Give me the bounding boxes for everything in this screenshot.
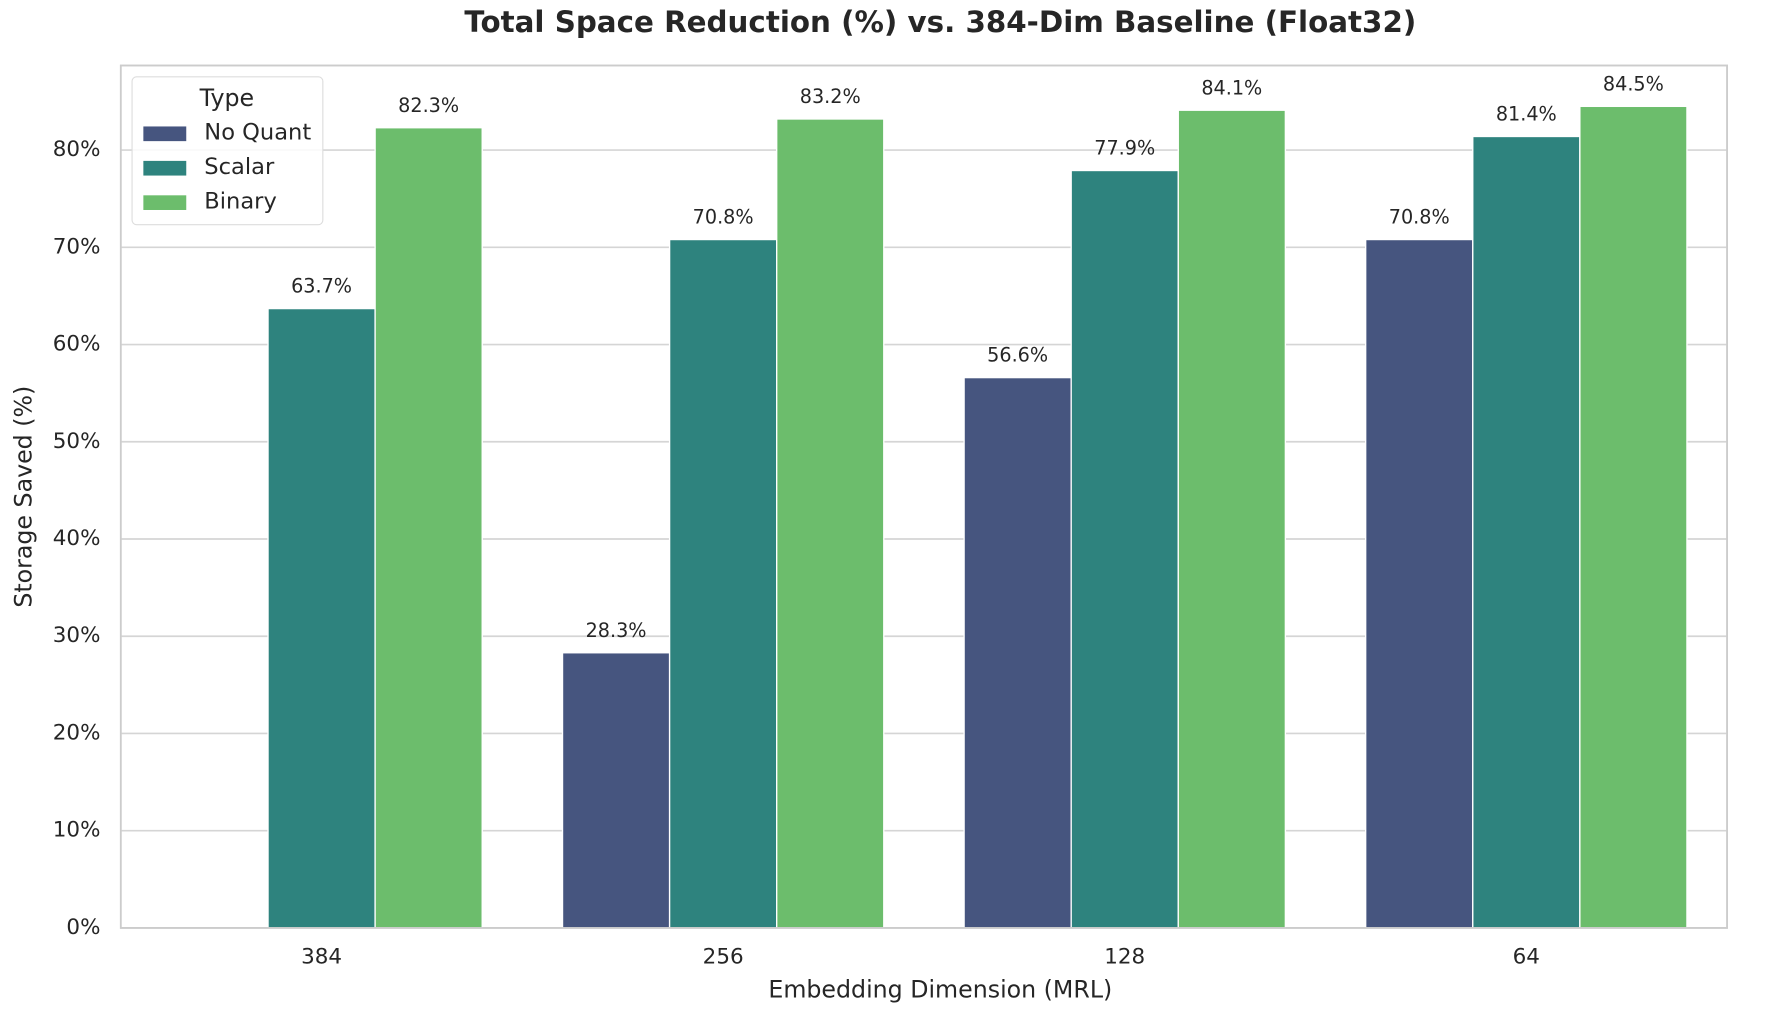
value-label: 84.1%	[1201, 76, 1262, 99]
value-label: 82.3%	[398, 94, 459, 117]
y-tick-label: 20%	[53, 720, 101, 745]
y-tick-label: 40%	[53, 526, 101, 551]
legend-swatch	[143, 126, 187, 142]
bar	[776, 118, 885, 929]
bar	[668, 238, 778, 929]
y-tick-label: 60%	[53, 332, 101, 357]
y-tick-label: 70%	[53, 234, 101, 259]
value-label: 70.8%	[1389, 206, 1450, 229]
legend-label: No Quant	[204, 120, 311, 146]
y-tick-label: 50%	[53, 429, 101, 454]
x-tick-label: 128	[1104, 944, 1145, 969]
bar	[374, 127, 483, 929]
bar	[267, 307, 376, 929]
bar	[1579, 105, 1688, 929]
bar	[1070, 169, 1179, 929]
legend-label: Binary	[204, 189, 277, 215]
bar	[561, 652, 671, 929]
legend-swatch	[143, 195, 187, 210]
legend-label: Scalar	[204, 154, 275, 180]
bar	[1177, 109, 1287, 929]
y-axis-label: Storage Saved (%)	[9, 386, 37, 608]
x-tick-label: 384	[301, 944, 342, 969]
value-label: 84.5%	[1603, 72, 1664, 95]
value-label: 77.9%	[1094, 137, 1155, 160]
value-label: 56.6%	[987, 344, 1048, 367]
legend-box	[131, 76, 324, 226]
y-tick-label: 80%	[53, 137, 101, 162]
legend-swatch	[143, 160, 187, 176]
value-label: 83.2%	[800, 85, 861, 108]
legend-title: Type	[199, 84, 254, 112]
y-tick-label: 10%	[53, 818, 101, 843]
bar	[1365, 238, 1474, 929]
chart-title: Total Space Reduction (%) vs. 384-Dim Ba…	[464, 5, 1416, 39]
x-tick-label: 256	[703, 944, 744, 969]
x-tick-label: 64	[1513, 944, 1540, 969]
x-axis-label: Embedding Dimension (MRL)	[768, 976, 1112, 1004]
y-tick-label: 0%	[66, 915, 100, 940]
bar	[963, 376, 1072, 929]
value-label: 28.3%	[586, 619, 647, 642]
plot-border	[119, 64, 1728, 929]
bar	[1472, 135, 1581, 929]
value-label: 81.4%	[1496, 103, 1557, 126]
y-tick-label: 30%	[53, 623, 101, 648]
value-label: 63.7%	[291, 275, 352, 298]
value-label: 70.8%	[693, 206, 754, 229]
